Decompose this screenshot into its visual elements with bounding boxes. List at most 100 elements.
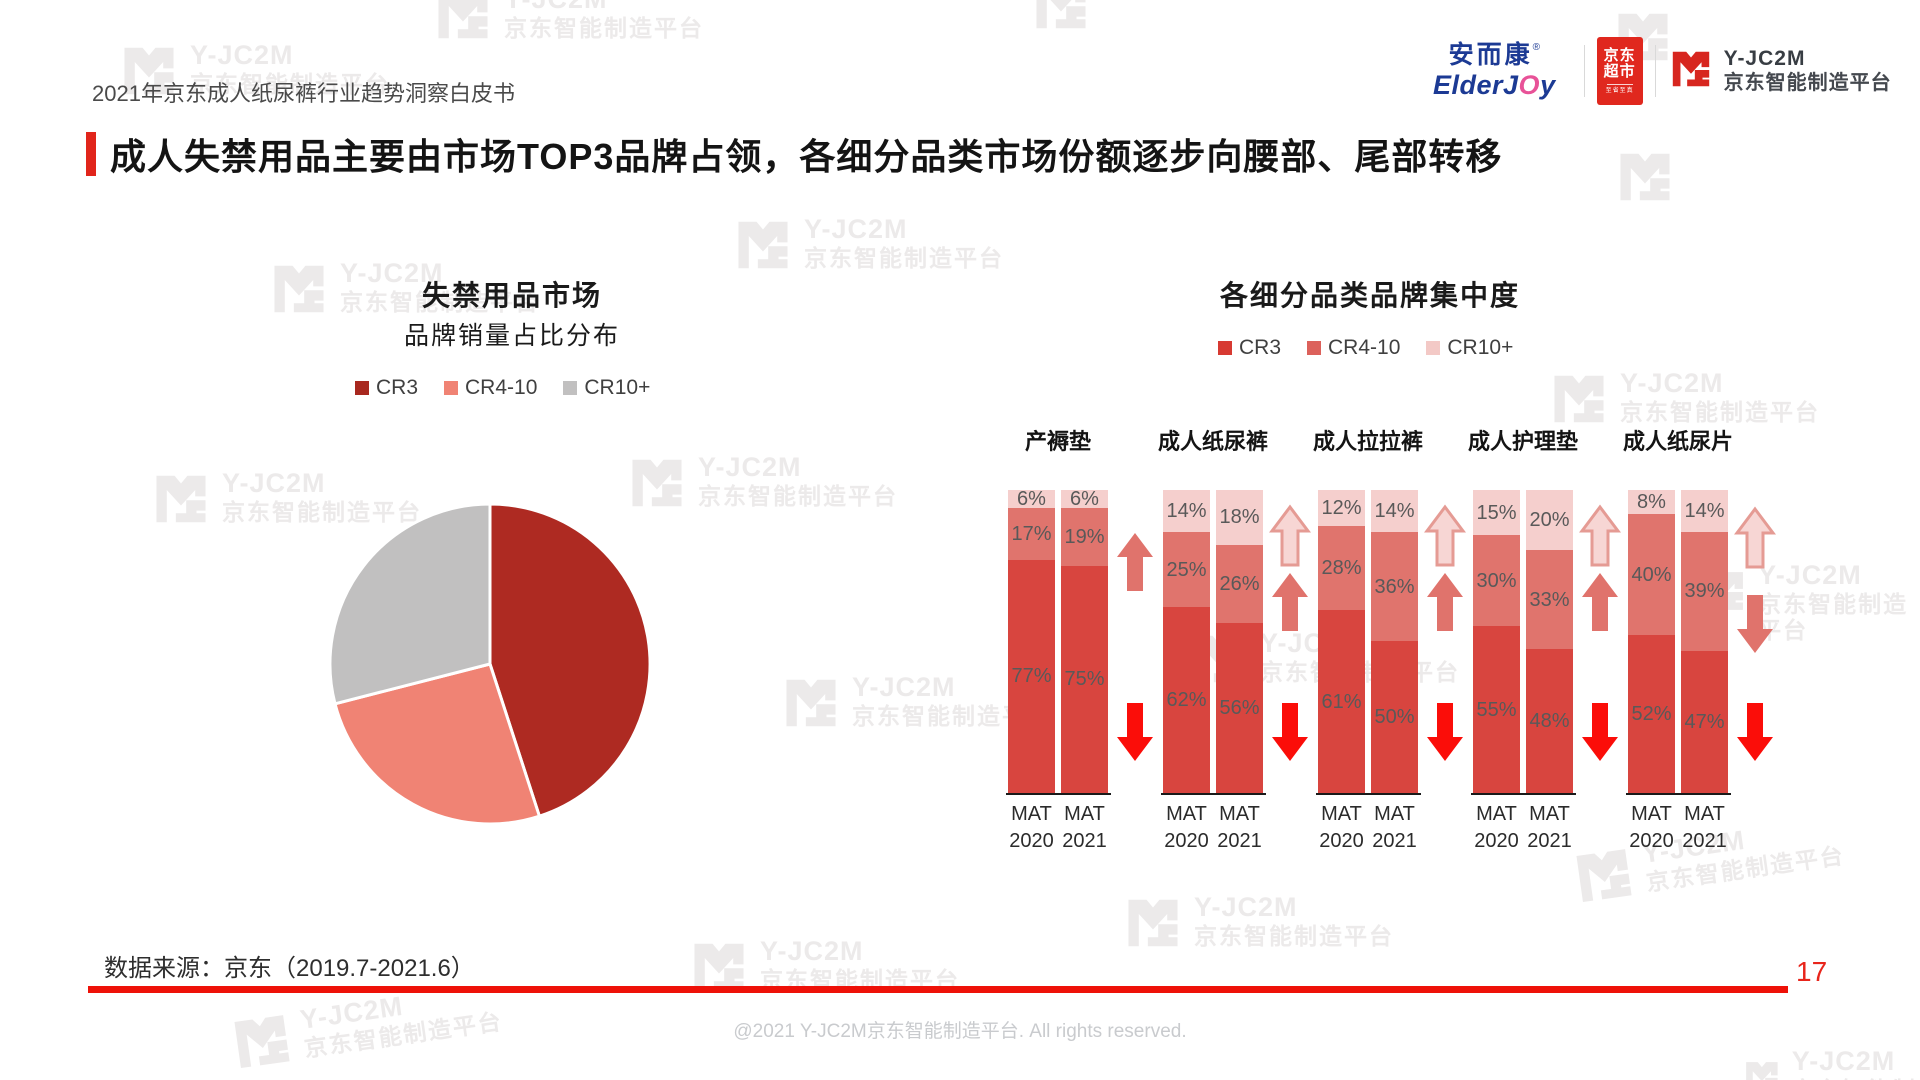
- jd-supermarket-logo: 京东 超市 至省至真: [1596, 37, 1643, 105]
- trend-arrow: [1269, 700, 1311, 769]
- segment-value-label: 17%: [1011, 522, 1052, 545]
- document-subtitle: 2021年京东成人纸尿裤行业趋势洞察白皮书: [92, 81, 515, 106]
- stacked-bar: 12% 28% 61%: [1318, 490, 1365, 793]
- x-axis-line: [1471, 793, 1576, 795]
- stacked-bar: 14% 36% 50%: [1371, 490, 1418, 793]
- trend-arrow-down-icon: [1737, 703, 1773, 761]
- x-axis-line: [1316, 793, 1421, 795]
- elderjoy-en-text: ElderJOy: [1433, 70, 1556, 100]
- segment-value-label: 61%: [1321, 690, 1362, 713]
- trend-arrow-down-icon: [1117, 703, 1153, 761]
- bar-group-成人拉拉裤: 成人拉拉裤 12% 28% 61% MAT 2020 14% 36% 50% MA…: [1313, 424, 1470, 874]
- legend-item-CR3: CR3: [355, 376, 418, 400]
- jd-logo-line1: 京东: [1603, 46, 1636, 64]
- watermark: Y-JC2M 京东智能制造平台: [1548, 368, 1820, 430]
- x-axis-line: [1161, 793, 1266, 795]
- bar-segment-CR3: 56%: [1216, 623, 1263, 793]
- segment-value-label: 28%: [1321, 557, 1362, 579]
- trend-arrow: [1734, 506, 1776, 575]
- segment-value-label: 14%: [1684, 500, 1725, 523]
- bar-group-成人纸尿裤: 成人纸尿裤 14% 25% 62% MAT 2020 18% 26% 56% MA…: [1158, 424, 1315, 874]
- trend-arrow: [1579, 570, 1621, 639]
- bar-segment-CR10+: 14%: [1681, 490, 1728, 533]
- x-axis-label: MAT 2021: [1527, 803, 1572, 852]
- title-accent-bar: [86, 132, 96, 176]
- segment-value-label: 12%: [1321, 497, 1362, 519]
- legend-swatch-icon: [1307, 341, 1322, 355]
- stacked-bar: 15% 30% 55%: [1473, 490, 1520, 793]
- trend-arrow: [1734, 700, 1776, 769]
- watermark: Y-JC2M 京东智能制造平台: [626, 452, 898, 514]
- copyright-footer: @2021 Y-JC2M京东智能制造平台. All rights reserve…: [733, 1021, 1187, 1042]
- bar-segment-CR3: 75%: [1061, 565, 1108, 793]
- bar-group-成人护理垫: 成人护理垫 15% 30% 55% MAT 2020 20% 33% 48% MA…: [1468, 424, 1625, 874]
- segment-value-label: 25%: [1166, 558, 1207, 581]
- bar-segment-CR4-10: 19%: [1061, 508, 1108, 566]
- bar-segment-CR4-10: 36%: [1371, 532, 1418, 642]
- logo-divider: [1583, 45, 1585, 97]
- category-label: 成人纸尿片: [1622, 429, 1734, 454]
- trend-arrow: [1424, 700, 1466, 769]
- pie-chart: [325, 499, 655, 834]
- logo-divider: [1654, 45, 1656, 97]
- watermark: Y-JC2M 京东智能制造平台: [1742, 1046, 1920, 1080]
- category-label: 产褥垫: [1024, 429, 1092, 454]
- category-label: 成人纸尿裤: [1157, 429, 1269, 454]
- segment-value-label: 18%: [1219, 506, 1260, 529]
- title-block: 成人失禁用品主要由市场TOP3品牌占领，各细分品类市场份额逐步向腰部、尾部转移: [86, 128, 1502, 180]
- watermark-text: Y-JC2M 京东智能制造平台: [1791, 1046, 1915, 1080]
- trend-arrow-up-icon: [1579, 504, 1621, 567]
- x-axis-label: MAT 2020: [1319, 803, 1364, 852]
- bar-segment-CR4-10: 40%: [1628, 514, 1675, 636]
- trend-arrow-up-icon: [1117, 533, 1153, 591]
- legend-swatch-icon: [1218, 341, 1232, 355]
- bar-segment-CR3: 61%: [1318, 610, 1365, 793]
- watermark-text: Y-JC2M 京东智能制造平台: [1620, 368, 1820, 426]
- trend-arrow: [1114, 700, 1156, 769]
- segment-value-label: 8%: [1637, 491, 1666, 514]
- bar-segment-CR3: 48%: [1526, 649, 1573, 793]
- elderjoy-logo: 安而康® ElderJOy: [1433, 43, 1556, 99]
- x-axis-line: [1626, 793, 1731, 795]
- trend-arrow: [1114, 530, 1156, 599]
- pie-slice-CR10+: [328, 502, 492, 706]
- bar-segment-CR4-10: 39%: [1681, 532, 1728, 651]
- segment-value-label: 47%: [1684, 710, 1725, 733]
- segment-value-label: 19%: [1064, 525, 1105, 548]
- segment-value-label: 6%: [1017, 488, 1046, 511]
- pie-slice-CR3: [488, 502, 652, 818]
- watermark-text: Y-JC2M 京东智能制造平台: [804, 214, 1004, 272]
- segment-value-label: 62%: [1166, 689, 1207, 711]
- yjc2m-logo: Y-JC2M 京东智能制造平台: [1668, 46, 1892, 97]
- trend-arrow-up-icon: [1427, 573, 1463, 631]
- x-axis-label: MAT 2021: [1062, 803, 1107, 852]
- yjc2m-mark-icon: [1036, 0, 1086, 29]
- bar-segment-CR10+: 8%: [1628, 490, 1675, 515]
- pie-chart-subtitle: 品牌销量占比分布: [403, 322, 620, 350]
- bar-segment-CR4-10: 33%: [1526, 550, 1573, 649]
- segment-value-label: 14%: [1374, 500, 1415, 523]
- trend-arrow-down-icon: [1737, 595, 1773, 653]
- segment-value-label: 20%: [1529, 509, 1570, 531]
- bar-segment-CR10+: 6%: [1061, 489, 1108, 509]
- bar-segment-CR3: 77%: [1008, 559, 1055, 793]
- stacked-bar: 18% 26% 56%: [1216, 490, 1263, 793]
- bar-chart-title: 各细分品类品牌集中度: [1219, 280, 1520, 311]
- watermark-text: Y-JC2M 京东智能制造平台: [760, 936, 960, 994]
- yjc2m-mark-icon: [1746, 1062, 1778, 1080]
- yjc2m-mark-icon: [1672, 51, 1709, 86]
- watermark: [1030, 0, 1092, 36]
- category-label: 成人护理垫: [1467, 429, 1579, 454]
- trend-arrow-up-icon: [1269, 504, 1311, 567]
- legend-swatch-icon: [444, 381, 459, 395]
- bar-segment-CR10+: 18%: [1216, 490, 1263, 545]
- trend-arrow-up-icon: [1272, 573, 1308, 631]
- bar-segment-CR10+: 6%: [1008, 488, 1055, 511]
- legend-item-CR10+: CR10+: [563, 376, 650, 400]
- yjc2m-logo-icon: [1668, 46, 1714, 97]
- watermark: Y-JC2M 京东智能制造平台: [732, 214, 1004, 276]
- segment-value-label: 56%: [1219, 697, 1260, 720]
- bar-segment-CR10+: 14%: [1163, 490, 1210, 532]
- stacked-bar: 8% 40% 52%: [1628, 490, 1675, 793]
- stacked-bar: 20% 33% 48%: [1526, 490, 1573, 793]
